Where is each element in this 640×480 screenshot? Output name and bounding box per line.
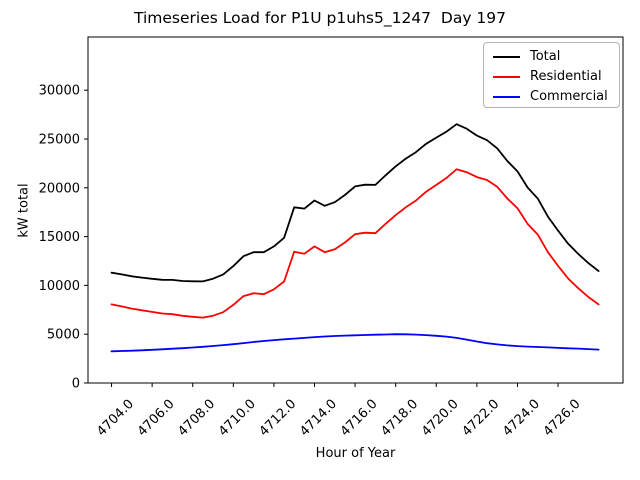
x-tick-label: 4720.0 — [419, 397, 462, 440]
x-tick-label: 4712.0 — [257, 397, 300, 440]
chart-title: Timeseries Load for P1U p1uhs5_1247 Day … — [133, 9, 507, 27]
x-tick-label: 4722.0 — [460, 397, 503, 440]
y-tick-label: 20000 — [39, 181, 80, 196]
legend-line-commercial — [493, 96, 520, 98]
x-tick-label: 4708.0 — [175, 397, 218, 440]
x-axis-label: Hour of Year — [315, 446, 396, 461]
y-tick-label: 15000 — [39, 230, 80, 245]
y-tick-label: 25000 — [39, 132, 80, 147]
legend-entry-total: Total — [493, 47, 619, 67]
x-tick-label: 4718.0 — [378, 397, 421, 440]
x-tick-label: 4706.0 — [135, 397, 178, 440]
x-tick-label: 4704.0 — [94, 397, 137, 440]
y-tick-label: 30000 — [39, 84, 80, 99]
legend-label-total: Total — [530, 49, 561, 64]
legend-entry-commercial: Commercial — [493, 87, 619, 107]
x-tick-label: 4726.0 — [541, 397, 584, 440]
x-tick-label: 4716.0 — [338, 397, 381, 440]
series-line-residential — [110, 168, 600, 319]
series-line-commercial — [110, 333, 600, 353]
legend-entry-residential: Residential — [493, 67, 619, 87]
x-tick-label: 4724.0 — [500, 397, 543, 440]
legend-label-residential: Residential — [530, 69, 602, 84]
legend: Total Residential Commercial — [483, 42, 620, 108]
y-tick-label: 0 — [72, 377, 80, 392]
series-line-total — [110, 123, 600, 283]
x-tick-label: 4710.0 — [216, 397, 259, 440]
legend-line-total — [493, 56, 520, 58]
legend-line-residential — [493, 76, 520, 78]
legend-label-commercial: Commercial — [530, 89, 608, 104]
y-tick-label: 10000 — [39, 279, 80, 294]
x-tick-label: 4714.0 — [297, 397, 340, 440]
y-tick-label: 5000 — [47, 328, 80, 343]
